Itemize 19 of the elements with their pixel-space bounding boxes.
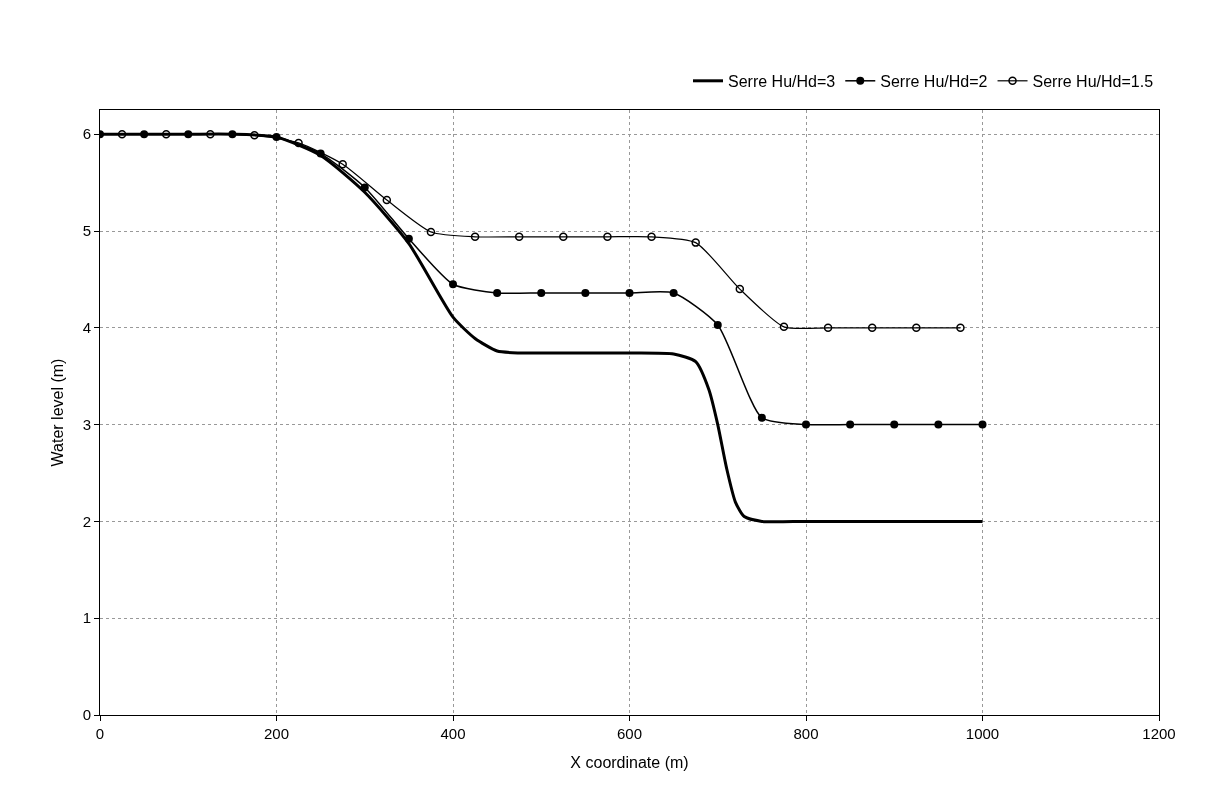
legend-label: Serre Hu/Hd=1.5 xyxy=(1032,73,1154,91)
x-axis-title: X coordinate (m) xyxy=(570,753,689,771)
y-tick-label: 1 xyxy=(82,609,91,627)
x-tick-label: 200 xyxy=(263,725,290,742)
x-tick-label: 400 xyxy=(440,725,466,742)
y-tick-label: 6 xyxy=(82,125,91,143)
y-tick-label: 0 xyxy=(82,706,91,724)
y-tick-label: 4 xyxy=(82,319,91,337)
y-tick-label: 5 xyxy=(82,222,91,240)
x-tick-label: 1000 xyxy=(965,725,1000,742)
x-tick-label: 800 xyxy=(793,725,819,742)
y-tick-label: 2 xyxy=(82,512,91,530)
x-tick-label: 1200 xyxy=(1142,725,1176,742)
x-tick-label: 600 xyxy=(616,725,643,742)
legend-label: Serre Hu/Hd=2 xyxy=(880,73,988,91)
y-axis-title: Water level (m) xyxy=(48,358,66,467)
legend-label: Serre Hu/Hd=3 xyxy=(728,73,836,91)
x-tick-label: 0 xyxy=(95,725,105,742)
y-tick-label: 3 xyxy=(82,415,91,433)
